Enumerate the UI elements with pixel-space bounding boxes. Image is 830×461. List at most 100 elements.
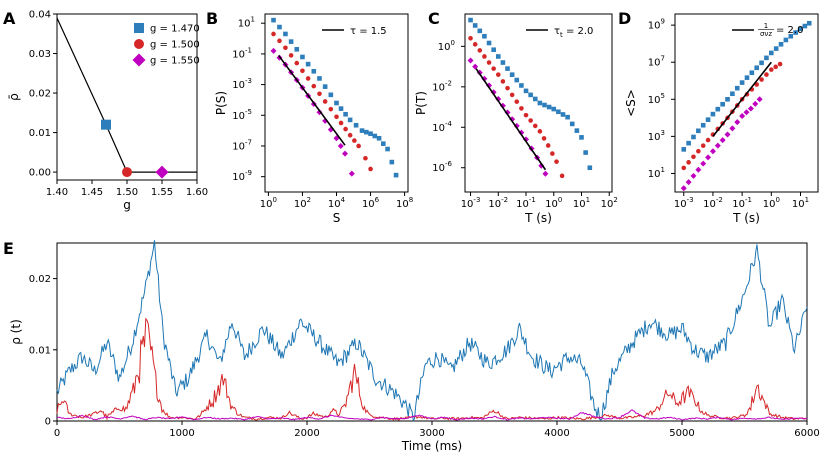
- data-point-B: [338, 120, 344, 126]
- data-point-C: [519, 106, 524, 111]
- data-point-C: [537, 129, 543, 134]
- x-tick-label-A: 1.60: [186, 187, 208, 198]
- y-axis-label-A: ρ̄: [7, 93, 21, 101]
- data-point-D: [705, 137, 711, 143]
- y-tick-label-C: 10-4: [432, 120, 452, 134]
- data-point-C: [499, 102, 506, 109]
- data-point-D: [696, 148, 701, 154]
- data-point-B: [333, 135, 340, 142]
- data-point-D: [756, 96, 763, 103]
- data-point-B: [343, 126, 348, 132]
- data-point-D: [778, 41, 784, 47]
- data-point-C: [554, 159, 559, 164]
- x-tick-label-E: 1000: [169, 428, 194, 439]
- data-point-B: [368, 131, 373, 136]
- data-point-B: [271, 17, 276, 23]
- data-point-D: [715, 106, 721, 112]
- data-point-D: [783, 37, 789, 43]
- panel-label-B: B: [206, 9, 218, 28]
- data-point-D: [773, 46, 779, 51]
- data-point-D: [759, 77, 764, 82]
- y-tick-label-B: 101: [238, 16, 255, 30]
- data-point-B: [334, 100, 339, 106]
- data-point-C: [528, 92, 533, 98]
- series-line-E: [56, 240, 808, 422]
- data-point-C: [467, 57, 474, 64]
- data-point-B: [294, 46, 300, 52]
- x-tick-label-C: 10-3: [461, 196, 481, 210]
- data-point-C: [472, 63, 479, 70]
- data-point-C: [569, 121, 575, 127]
- data-point-C: [519, 83, 524, 88]
- series-line-E: [56, 409, 808, 421]
- y-tick-label-A: 0.00: [29, 168, 51, 179]
- axes-frame-D: [674, 13, 819, 193]
- data-point-C: [500, 60, 506, 65]
- data-point-D: [739, 80, 745, 85]
- y-tick-label-B: 10-1: [232, 46, 252, 60]
- data-point-C: [509, 92, 515, 98]
- data-point-C: [495, 72, 501, 77]
- data-point-D: [730, 91, 735, 97]
- data-point-D: [681, 165, 687, 171]
- data-point-C: [491, 47, 496, 53]
- data-point-C: [579, 135, 584, 140]
- data-point-D: [793, 30, 798, 35]
- fit-line-D: [712, 61, 772, 137]
- x-tick-label-C: 10-2: [488, 196, 508, 210]
- data-point-B: [385, 146, 390, 152]
- data-point-C: [523, 112, 529, 118]
- x-tick-label-E: 6000: [794, 428, 819, 439]
- x-tick-label-B: 104: [328, 196, 346, 210]
- data-point-C: [545, 143, 551, 148]
- data-point-C: [486, 82, 493, 89]
- data-point-C: [583, 150, 588, 155]
- data-point-D: [743, 109, 750, 116]
- data-point-C: [546, 104, 552, 110]
- x-tick-label-A: 1.55: [151, 187, 173, 198]
- x-tick-label-D: 100: [763, 196, 780, 210]
- legend-marker-A: [132, 53, 146, 67]
- data-point-B: [381, 141, 386, 146]
- data-point-D: [788, 33, 794, 39]
- data-point-D: [754, 65, 760, 71]
- data-point-D: [700, 122, 706, 128]
- data-point-A: [155, 165, 169, 179]
- data-point-B: [288, 53, 294, 58]
- data-point-B: [337, 142, 344, 149]
- data-point-C: [514, 77, 520, 83]
- x-tick-label-B: 106: [362, 196, 380, 210]
- data-point-C: [495, 54, 501, 59]
- data-point-B: [328, 106, 334, 112]
- data-point-D: [700, 143, 706, 148]
- data-point-D: [734, 119, 741, 126]
- legend-label-B: τ = 1.5: [350, 26, 387, 37]
- y-tick-label-A: 0.01: [29, 128, 51, 139]
- y-tick-label-C: 10-6: [432, 160, 452, 174]
- data-point-B: [348, 170, 355, 177]
- data-point-C: [468, 35, 473, 41]
- y-tick-label-E: 0: [45, 417, 51, 428]
- x-tick-label-E: 4000: [544, 428, 569, 439]
- data-point-B: [376, 135, 382, 141]
- data-point-C: [532, 96, 538, 102]
- data-point-C: [532, 123, 538, 129]
- x-tick-label-E: 5000: [669, 428, 694, 439]
- data-point-D: [686, 140, 691, 146]
- data-point-D: [752, 100, 759, 107]
- data-point-D: [681, 147, 687, 152]
- data-point-D: [680, 185, 687, 192]
- data-point-D: [705, 154, 712, 161]
- data-point-D: [686, 160, 691, 165]
- data-point-C: [505, 85, 510, 91]
- fit-line-B: [277, 54, 346, 146]
- data-point-D: [690, 172, 697, 179]
- data-point-C: [559, 173, 565, 179]
- panel-label-C: C: [428, 9, 440, 28]
- y-tick-label-B: 10-3: [232, 77, 252, 91]
- x-tick-label-D: 10-2: [703, 196, 723, 210]
- data-point-D: [769, 50, 774, 56]
- legend-marker-A: [134, 39, 144, 49]
- y-tick-label-C: 100: [438, 39, 455, 53]
- data-point-B: [300, 68, 305, 74]
